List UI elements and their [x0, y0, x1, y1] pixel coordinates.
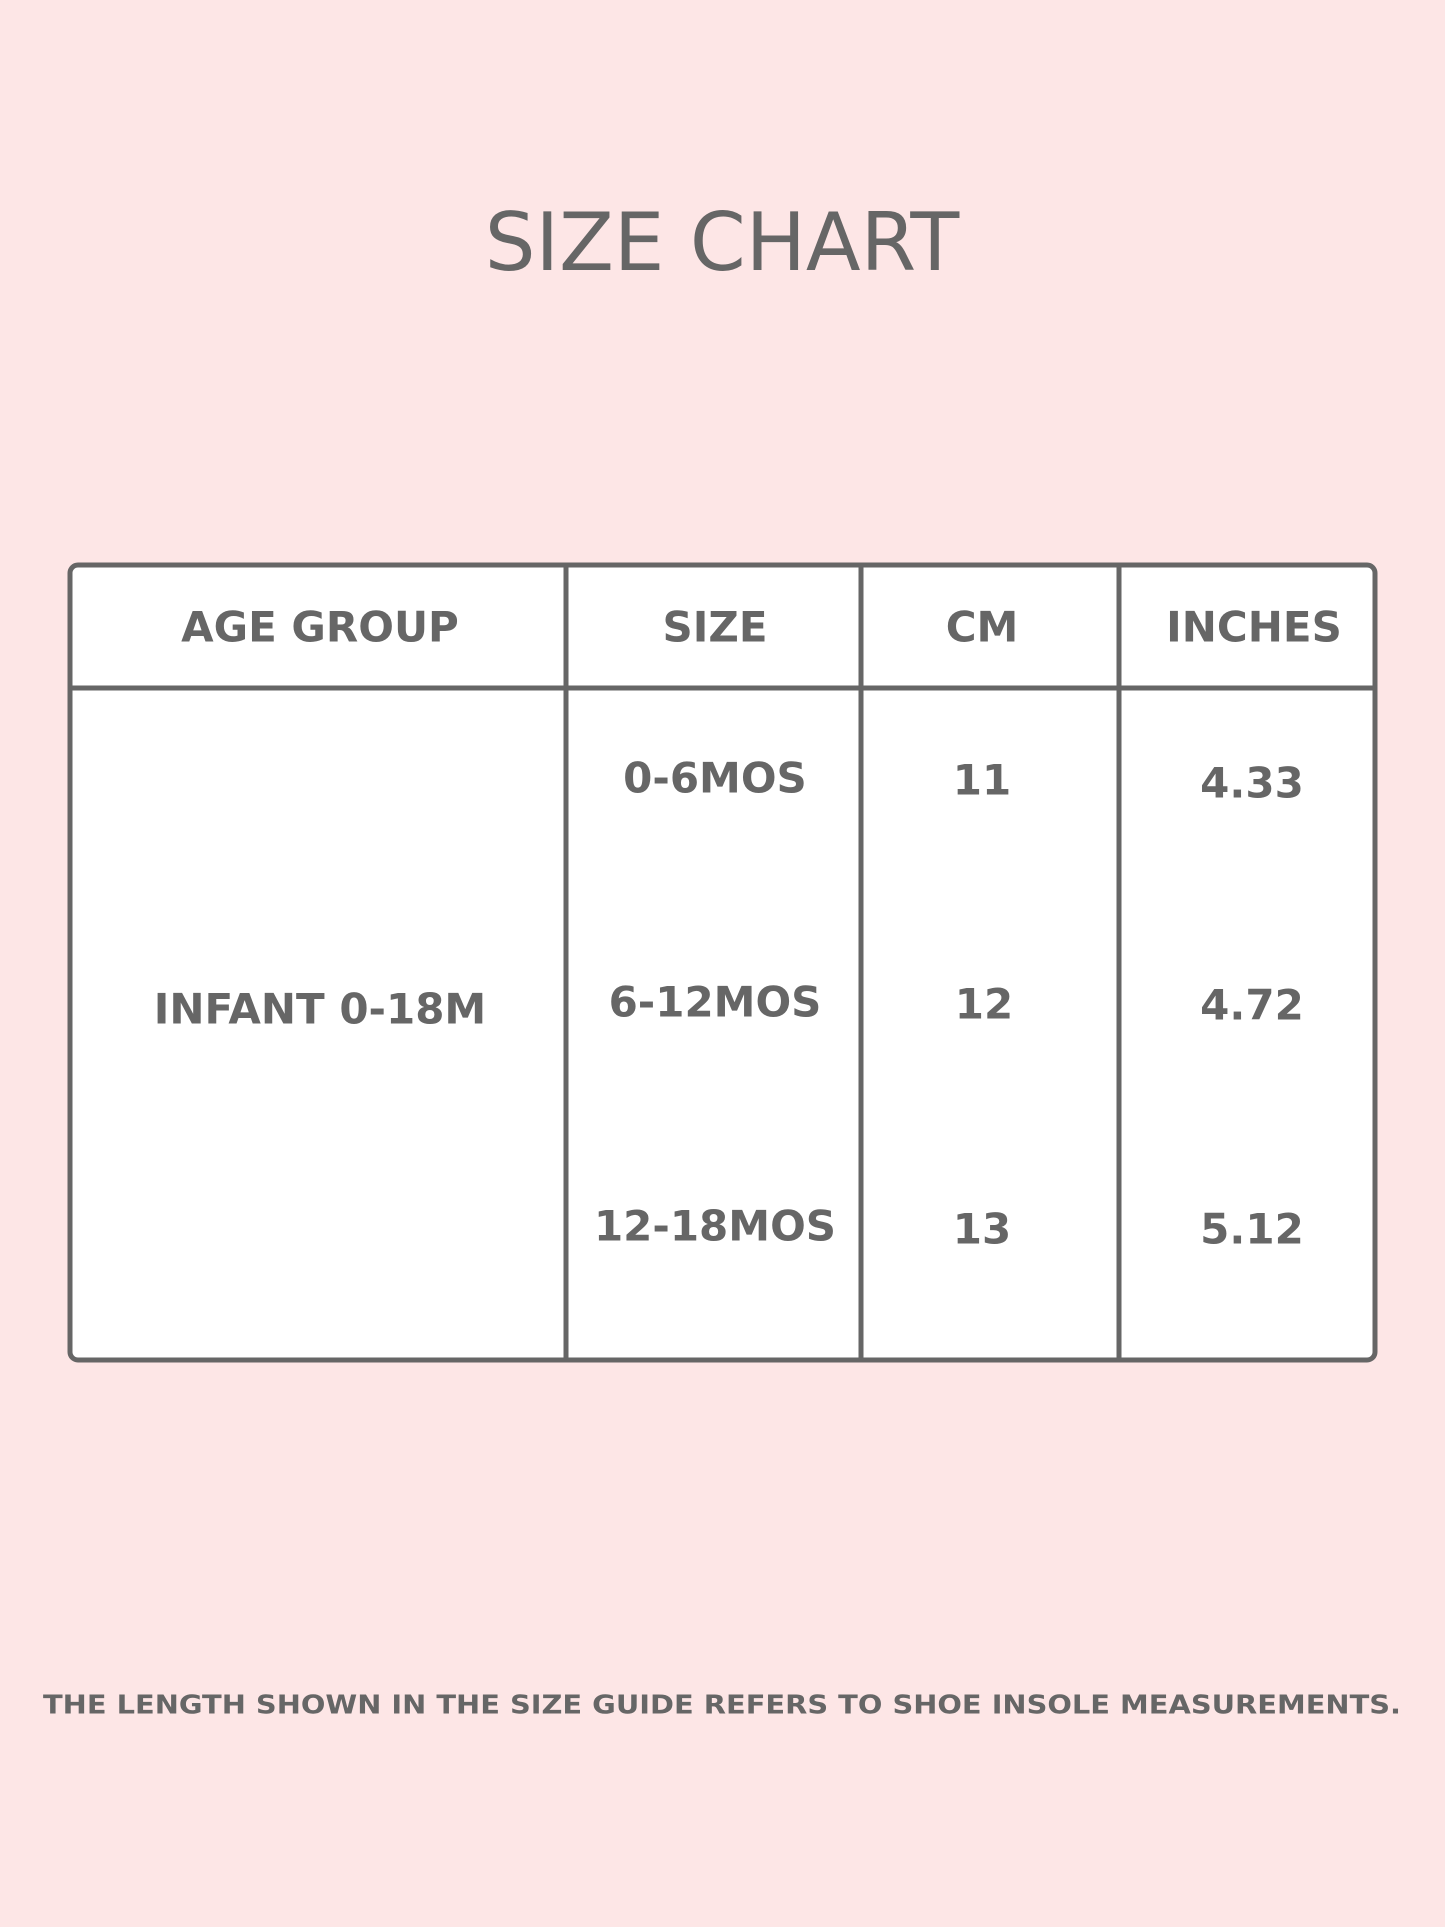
- header-cell: INCHES: [1166, 603, 1342, 652]
- inches-cell: 4.72: [1200, 981, 1304, 1030]
- inches-cell: 5.12: [1200, 1205, 1304, 1254]
- title: SIZE CHART: [485, 196, 961, 289]
- cm-cell: 13: [953, 1205, 1011, 1254]
- age-group-cell: INFANT 0-18M: [154, 985, 486, 1034]
- size-cell: 6-12MOS: [609, 978, 822, 1027]
- size-cell: 0-6MOS: [623, 754, 807, 803]
- footnote: THE LENGTH SHOWN IN THE SIZE GUIDE REFER…: [43, 1691, 1401, 1721]
- table-frame: [67, 562, 1378, 1363]
- inches-cell: 4.33: [1200, 759, 1304, 808]
- header-cell: CM: [946, 603, 1019, 652]
- header-cell: AGE GROUP: [181, 603, 459, 652]
- header-cell: SIZE: [662, 603, 767, 652]
- cm-cell: 12: [955, 980, 1013, 1029]
- size-cell: 12-18MOS: [594, 1202, 836, 1251]
- cm-cell: 11: [953, 756, 1011, 805]
